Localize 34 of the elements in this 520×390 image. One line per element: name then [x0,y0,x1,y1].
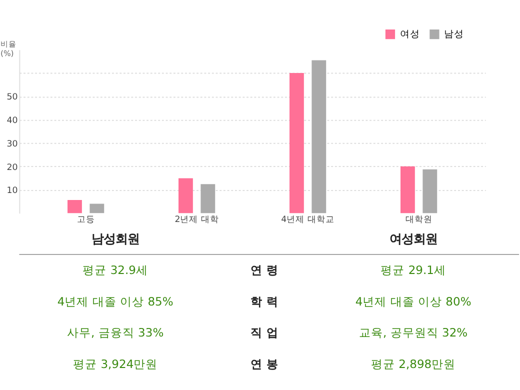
text: 여성회원 [389,230,438,246]
text: 4년제 대졸 이상 85% [57,294,174,308]
bar [422,169,438,214]
y-tick-label: 30 [6,139,18,150]
y-tick-label: 10 [6,186,18,196]
text: 평균 2,898만원 [370,356,456,371]
text: 학 력 [250,294,278,308]
x-tick-label: 2년제 대학 [174,215,219,226]
x-tick-label: 고등 [76,215,95,226]
y-axis-title: 비율 (%) [0,39,16,58]
bar [178,178,193,214]
text: 교육, 공무원직 32% [359,326,468,340]
x-tick-label: 대학원 [405,215,432,226]
y-tick-label: 20 [6,162,18,173]
y-tick-label: 40 [6,116,18,126]
legend-label: 여성 [400,29,420,40]
text: 연 령 [250,263,278,278]
text: 평균 3,924만원 [73,356,158,371]
bar [312,60,326,214]
text: 평균 29.1세 [380,263,446,278]
text: 연 봉 [250,356,278,371]
bar [90,204,104,214]
text: 직 업 [250,326,278,340]
bar [68,200,82,214]
text: 사무, 금융직 33% [67,326,164,340]
x-tick-label: 4년제 대학교 [281,215,334,226]
y-tick-label: 50 [6,92,18,103]
bar [290,73,304,214]
text: 평균 32.9세 [82,263,148,278]
text: 4년제 대졸 이상 80% [355,294,472,308]
bar [200,184,216,214]
legend-label: 남성 [444,29,464,40]
bar [400,166,415,214]
text: 남성회원 [91,230,140,246]
